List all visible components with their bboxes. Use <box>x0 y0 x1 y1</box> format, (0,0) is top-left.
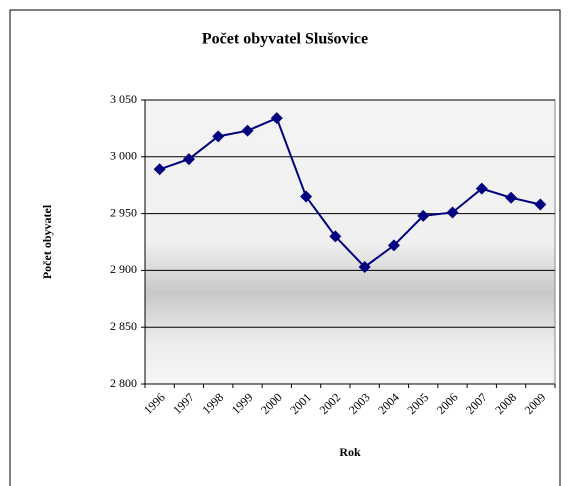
x-tick-label: 2007 <box>463 390 490 417</box>
x-tick-label: 2009 <box>522 390 549 417</box>
y-axis-label: Počet obyvatel <box>40 204 54 279</box>
y-tick-label: 3 050 <box>110 92 137 106</box>
point-marker <box>534 198 547 211</box>
point-marker <box>417 209 430 222</box>
x-tick-label: 1997 <box>170 390 197 417</box>
point-marker <box>182 153 195 166</box>
x-tick-label: 2003 <box>346 390 373 417</box>
point-marker <box>153 163 166 176</box>
point-marker <box>270 112 283 125</box>
plot-area <box>144 99 556 385</box>
x-tick-label: 2001 <box>287 390 314 417</box>
x-tick-label: 2004 <box>375 390 402 417</box>
x-tick-label: 2002 <box>317 390 344 417</box>
point-marker <box>475 182 488 195</box>
point-marker <box>505 191 518 204</box>
x-tick-label: 1999 <box>229 390 256 417</box>
y-tick-label: 3 000 <box>110 149 137 163</box>
x-tick-label: 2005 <box>404 390 431 417</box>
point-marker <box>241 124 254 137</box>
point-marker <box>446 206 459 219</box>
y-tick-label: 2 950 <box>110 205 137 219</box>
point-marker <box>387 239 400 252</box>
y-tick-label: 2 800 <box>110 376 137 390</box>
x-axis-label: Rok <box>339 445 361 459</box>
point-marker <box>358 260 371 273</box>
chart-title: Počet obyvatel Slušovice <box>202 31 368 48</box>
x-tick-label: 2006 <box>434 390 461 417</box>
y-tick-label: 2 900 <box>110 262 137 276</box>
point-marker <box>212 130 225 143</box>
point-marker <box>300 190 313 203</box>
point-marker <box>329 230 342 243</box>
y-tick-label: 2 850 <box>110 319 137 333</box>
x-tick-label: 1998 <box>199 390 226 417</box>
x-tick-label: 2000 <box>258 390 285 417</box>
chart-frame <box>9 9 561 486</box>
x-tick-label: 1996 <box>141 390 168 417</box>
x-tick-label: 2008 <box>492 390 519 417</box>
